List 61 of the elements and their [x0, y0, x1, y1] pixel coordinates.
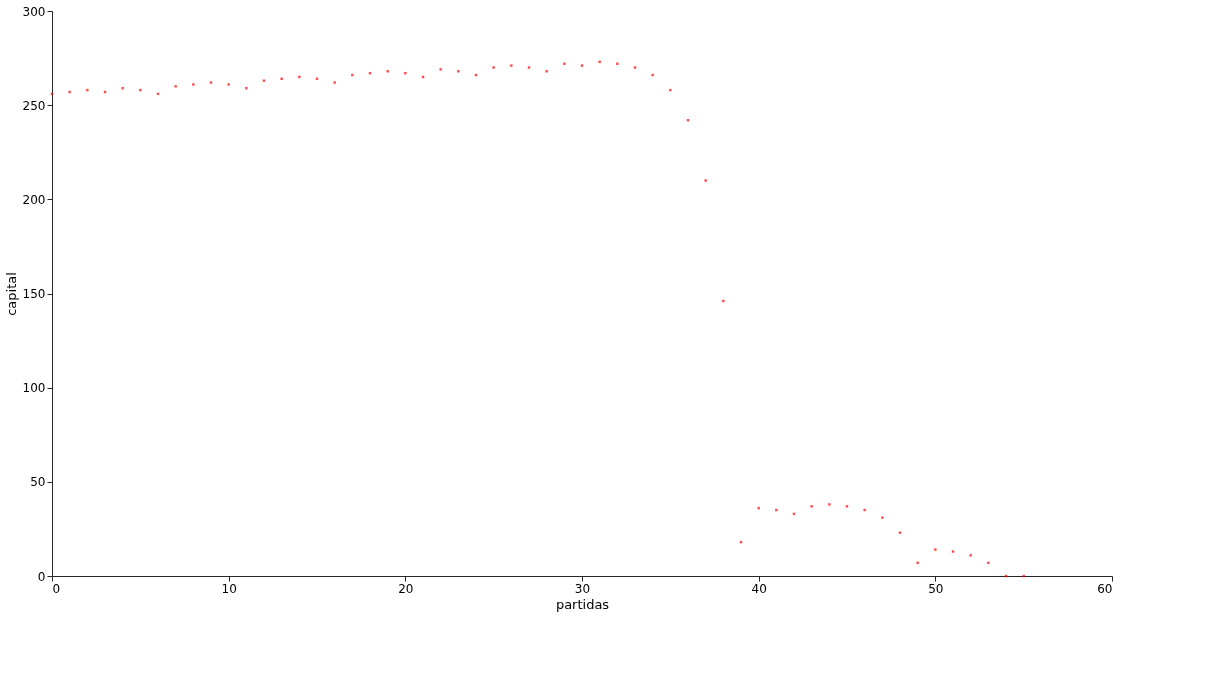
y-tick-label: 0	[37, 569, 46, 584]
point	[969, 554, 972, 557]
point	[439, 68, 442, 71]
point	[86, 88, 89, 92]
x-tick-label: 60	[1097, 581, 1113, 596]
point	[386, 70, 389, 73]
point	[280, 77, 283, 81]
y-tick-label: 50	[30, 475, 46, 490]
point	[333, 81, 336, 84]
point	[987, 561, 990, 565]
x-tick-label: 40	[751, 581, 767, 596]
point	[775, 508, 778, 512]
point	[227, 83, 230, 86]
point	[192, 83, 195, 86]
x-axis-title: partidas	[555, 596, 610, 612]
point	[262, 79, 266, 82]
point	[1022, 574, 1025, 578]
y-tick-label: 150	[22, 287, 46, 301]
point	[580, 64, 584, 67]
x-tick-label: 30	[574, 581, 591, 596]
point	[598, 60, 601, 64]
point	[633, 66, 637, 69]
point	[881, 516, 884, 519]
point	[457, 70, 460, 73]
point	[616, 62, 619, 65]
point	[757, 506, 760, 510]
x-tick-label: 0	[52, 581, 61, 596]
point	[121, 86, 124, 90]
point	[527, 66, 531, 69]
point	[68, 90, 71, 94]
y-tick-label: 300	[22, 4, 46, 19]
y-tick-label: 200	[22, 192, 46, 207]
y-tick-label: 250	[22, 98, 46, 113]
point	[863, 508, 866, 512]
point	[404, 71, 407, 75]
point	[810, 505, 813, 508]
point	[722, 299, 725, 303]
y-tick-label: 100	[22, 381, 46, 396]
point	[651, 73, 654, 77]
point	[510, 64, 513, 67]
point	[704, 179, 707, 182]
point	[934, 548, 937, 551]
point	[951, 550, 955, 553]
point	[669, 88, 672, 92]
point	[209, 81, 213, 84]
point	[898, 531, 902, 534]
x-tick-label: 10	[221, 581, 237, 596]
point	[545, 70, 548, 73]
point	[245, 86, 248, 90]
point	[563, 62, 566, 65]
point	[845, 505, 849, 508]
point	[139, 88, 142, 92]
y-axis-title: capital	[3, 272, 19, 316]
point	[492, 66, 495, 69]
point	[916, 561, 919, 565]
point	[298, 75, 301, 79]
x-tick-label: 20	[398, 581, 414, 596]
point	[351, 73, 354, 77]
point	[828, 503, 831, 506]
point	[174, 85, 177, 88]
x-tick-label: 50	[928, 581, 944, 596]
